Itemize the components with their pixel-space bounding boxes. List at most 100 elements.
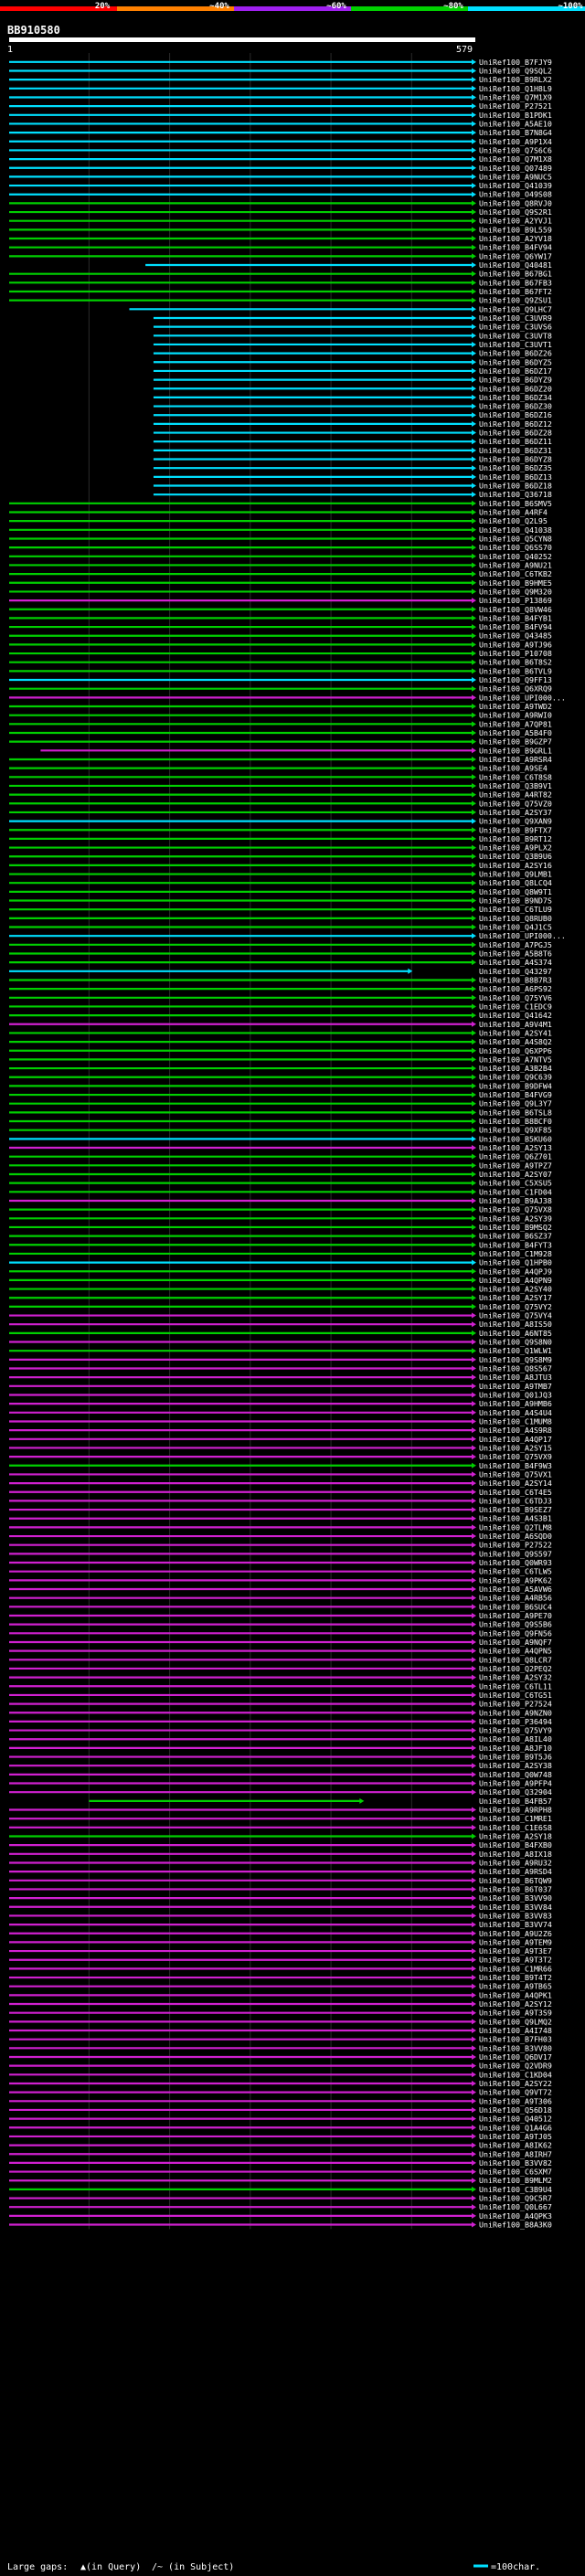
hit-label[interactable]: UniRef100_C6T4E5 <box>479 1488 552 1497</box>
hit-label[interactable]: UniRef100_B7N8G4 <box>479 128 552 137</box>
hit-row[interactable]: UniRef100_B67FT2 <box>9 287 552 296</box>
hit-row[interactable]: UniRef100_Q41039 <box>9 181 552 190</box>
hit-row[interactable]: UniRef100_C5XSU5 <box>9 1179 552 1188</box>
hit-label[interactable]: UniRef100_A2YVJ1 <box>479 217 552 226</box>
hit-label[interactable]: UniRef100_A9RSD4 <box>479 1867 552 1876</box>
hit-row[interactable]: UniRef100_A9TJ96 <box>9 640 552 649</box>
hit-row[interactable]: UniRef100_A9TB65 <box>9 1982 552 1991</box>
hit-label[interactable]: UniRef100_Q9FN56 <box>479 1628 552 1638</box>
hit-row[interactable]: UniRef100_A2SY12 <box>9 1999 552 2009</box>
hit-row[interactable]: UniRef100_B3VV84 <box>9 1903 552 1912</box>
hit-row[interactable]: UniRef100_A8IK62 <box>9 2141 552 2150</box>
hit-label[interactable]: UniRef100_Q9SQL2 <box>479 66 552 75</box>
hit-row[interactable]: UniRef100_Q41038 <box>9 525 552 535</box>
hit-row[interactable]: UniRef100_B8B7R3 <box>9 975 552 984</box>
hit-label[interactable]: UniRef100_B6T8S2 <box>479 658 552 667</box>
hit-label[interactable]: UniRef100_A4QPJ9 <box>479 1267 552 1276</box>
hit-row[interactable]: UniRef100_B6T037 <box>9 1884 552 1893</box>
hit-label[interactable]: UniRef100_B6DYZ9 <box>479 376 552 385</box>
hit-label[interactable]: UniRef100_B3VV74 <box>479 1920 552 1929</box>
hit-row[interactable]: UniRef100_Q9S8N0 <box>9 1338 552 1347</box>
hit-row[interactable]: UniRef100_B4FVG9 <box>9 1090 552 1099</box>
hit-row[interactable]: UniRef100_B3VV80 <box>9 2043 552 2052</box>
hit-row[interactable]: UniRef100_Q8VW46 <box>9 605 552 614</box>
hit-row[interactable]: UniRef100_B9T5J6 <box>9 1753 552 1762</box>
hit-row[interactable]: UniRef100_B6DZ12 <box>153 419 552 429</box>
hit-label[interactable]: UniRef100_B6TVL9 <box>479 666 552 675</box>
hit-label[interactable]: UniRef100_Q40512 <box>479 2115 552 2124</box>
hit-row[interactable]: UniRef100_A7PGJ5 <box>9 940 552 949</box>
hit-row[interactable]: UniRef100_A2YVJ1 <box>9 217 552 226</box>
hit-row[interactable]: UniRef100_B9GZP7 <box>9 737 552 747</box>
hit-label[interactable]: UniRef100_C6TDJ3 <box>479 1496 552 1505</box>
hit-label[interactable]: UniRef100_A6NT85 <box>479 1329 552 1338</box>
hit-label[interactable]: UniRef100_A2SY17 <box>479 1293 552 1302</box>
hit-row[interactable]: UniRef100_Q4J1C5 <box>9 923 552 932</box>
hit-row[interactable]: UniRef100_Q40512 <box>9 2115 552 2124</box>
hit-row[interactable]: UniRef100_Q2TLM8 <box>9 1522 552 1532</box>
hit-label[interactable]: UniRef100_Q8W9T1 <box>479 887 552 896</box>
hit-label[interactable]: UniRef100_B67FT2 <box>479 287 552 296</box>
hit-row[interactable]: UniRef100_Q40252 <box>9 552 552 561</box>
hit-row[interactable]: UniRef100_A9T3E7 <box>9 1946 552 1956</box>
hit-row[interactable]: UniRef100_Q9ZSU1 <box>9 296 552 305</box>
hit-row[interactable]: UniRef100_A8IX18 <box>9 1850 552 1859</box>
hit-row[interactable]: UniRef100_A9RU32 <box>9 1858 552 1867</box>
hit-row[interactable]: UniRef100_Q75VZ0 <box>9 799 552 808</box>
hit-label[interactable]: UniRef100_C1M928 <box>479 1249 552 1258</box>
hit-label[interactable]: UniRef100_Q3B9U6 <box>479 852 552 861</box>
hit-label[interactable]: UniRef100_Q6XPP6 <box>479 1046 552 1055</box>
hit-label[interactable]: UniRef100_A2YV18 <box>479 234 552 243</box>
hit-row[interactable]: UniRef100_Q8S567 <box>9 1364 552 1373</box>
hit-label[interactable]: UniRef100_C6T8S8 <box>479 772 552 781</box>
hit-row[interactable]: UniRef100_P36494 <box>9 1717 552 1726</box>
hit-label[interactable]: UniRef100_Q43297 <box>479 967 552 976</box>
hit-row[interactable]: UniRef100_A9PLX2 <box>9 843 552 853</box>
hit-row[interactable]: UniRef100_A2SY18 <box>9 1831 552 1840</box>
hit-label[interactable]: UniRef100_B4FVG9 <box>479 1090 552 1099</box>
hit-label[interactable]: UniRef100_B8B7R3 <box>479 975 552 984</box>
hit-label[interactable]: UniRef100_B3VV90 <box>479 1893 552 1903</box>
hit-row[interactable]: UniRef100_B9GRL1 <box>40 746 552 755</box>
hit-label[interactable]: UniRef100_B6DZ16 <box>479 410 552 419</box>
hit-row[interactable]: UniRef100_Q9M320 <box>9 587 552 596</box>
hit-label[interactable]: UniRef100_B9FTX7 <box>479 825 552 834</box>
hit-row[interactable]: UniRef100_B7FJY9 <box>9 58 552 67</box>
hit-row[interactable]: UniRef100_Q6XPP6 <box>9 1046 552 1055</box>
hit-label[interactable]: UniRef100_A2SY14 <box>479 1479 552 1488</box>
hit-label[interactable]: UniRef100_B6DZ13 <box>479 472 552 482</box>
hit-row[interactable]: UniRef100_Q40481 <box>145 260 552 270</box>
hit-row[interactable]: UniRef100_B6DYZ9 <box>153 376 552 385</box>
hit-label[interactable]: UniRef100_A9TEM9 <box>479 1937 552 1946</box>
hit-row[interactable]: UniRef100_B6SMV5 <box>9 499 552 508</box>
hit-row[interactable]: UniRef100_B4FB57 <box>89 1797 552 1806</box>
hit-row[interactable]: UniRef100_Q01JQ3 <box>9 1390 552 1399</box>
hit-label[interactable]: UniRef100_Q75VX8 <box>479 1205 552 1214</box>
hit-row[interactable]: UniRef100_Q9C5R7 <box>9 2194 552 2203</box>
hit-row[interactable]: UniRef100_B9L559 <box>9 225 552 234</box>
hit-label[interactable]: UniRef100_A5B4F0 <box>479 728 552 737</box>
hit-row[interactable]: UniRef100_Q75VY4 <box>9 1311 552 1320</box>
hit-row[interactable]: UniRef100_A9NU21 <box>9 560 552 569</box>
hit-label[interactable]: UniRef100_A5B8T6 <box>479 949 552 958</box>
hit-row[interactable]: UniRef100_C6TLU9 <box>9 905 552 914</box>
hit-label[interactable]: UniRef100_Q41039 <box>479 181 552 190</box>
hit-label[interactable]: UniRef100_Q8RUB0 <box>479 914 552 923</box>
hit-row[interactable]: UniRef100_A9U2Z6 <box>9 1929 552 1938</box>
hit-label[interactable]: UniRef100_A8JTU3 <box>479 1373 552 1382</box>
hit-row[interactable]: UniRef100_B3VV90 <box>9 1893 552 1903</box>
hit-label[interactable]: UniRef100_Q6DV17 <box>479 2052 552 2062</box>
hit-row[interactable]: UniRef100_Q1A4G6 <box>9 2123 552 2132</box>
hit-row[interactable]: UniRef100_B3VV74 <box>9 1920 552 1929</box>
hit-row[interactable]: UniRef100_Q5CYN8 <box>9 534 552 543</box>
hit-label[interactable]: UniRef100_Q7S6C6 <box>479 145 552 154</box>
hit-row[interactable]: UniRef100_C3UVR9 <box>153 313 552 323</box>
hit-row[interactable]: UniRef100_A9NQF7 <box>9 1638 552 1647</box>
hit-row[interactable]: UniRef100_B67FB3 <box>9 278 552 287</box>
hit-row[interactable]: UniRef100_B6DYZ8 <box>153 455 552 464</box>
hit-label[interactable]: UniRef100_B9MSQ2 <box>479 1223 552 1232</box>
hit-label[interactable]: UniRef100_A9U2Z6 <box>479 1929 552 1938</box>
hit-label[interactable]: UniRef100_Q9LMQ2 <box>479 2017 552 2026</box>
hit-label[interactable]: UniRef100_Q9VT72 <box>479 2088 552 2097</box>
hit-label[interactable]: UniRef100_A8IS50 <box>479 1320 552 1329</box>
